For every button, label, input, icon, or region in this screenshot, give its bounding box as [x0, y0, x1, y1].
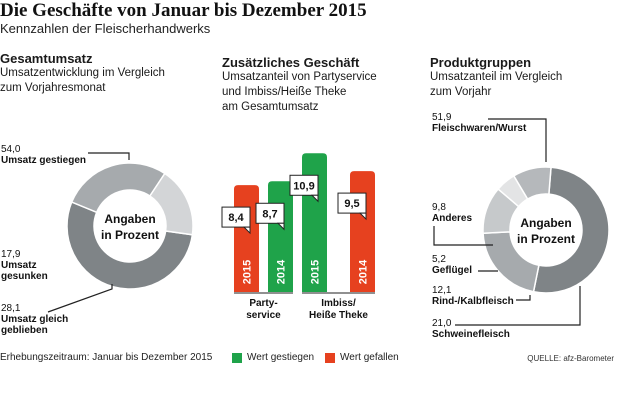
produktgruppen-slice-4 [512, 166, 552, 201]
section-sub-zusaetzlich-2: und Imbiss/Heiße Theke [222, 86, 347, 98]
bar-year-0-0: 2015 [242, 260, 254, 284]
bar-year-0-1: 2014 [276, 259, 288, 284]
bar-label-box-0-0 [221, 206, 251, 228]
produktgruppen-value-0: 51,9 [432, 112, 452, 123]
gesamtumsatz-leader-1 [47, 284, 113, 313]
bar-label-box-1-1 [337, 192, 367, 214]
legend-swatch-down [325, 353, 335, 363]
section-sub-gesamtumsatz-2: zum Vorjahresmonat [0, 82, 106, 94]
bar-group-label-0-2: service [246, 310, 281, 321]
section-sub-zusaetzlich-1: Umsatzanteil von Partyservice [222, 71, 377, 83]
produktgruppen-slice-0 [532, 166, 610, 294]
bar-group-label-1-2: Heiße Theke [309, 310, 368, 321]
bar-label-pointer-0-0 [242, 226, 251, 235]
section-sub-zusaetzlich-3: am Gesamtumsatz [222, 101, 319, 113]
bar-label-box-0-1 [255, 202, 285, 224]
gesamtumsatz-slice-0 [66, 201, 194, 290]
section-sub-produktgruppen-2: zum Vorjahr [430, 86, 492, 98]
bar-year-1-0: 2015 [310, 260, 322, 284]
gesamtumsatz-center-label-1: Angaben [104, 212, 155, 226]
bar-label-pointer-0-1 [276, 222, 285, 231]
produktgruppen-value-2: 12,1 [432, 285, 452, 296]
bar-value-0-1: 8,7 [262, 208, 277, 220]
produktgruppen-value-3: 5,2 [432, 254, 446, 265]
gesamtumsatz-label-1-2: geblieben [1, 325, 48, 336]
gesamtumsatz-label-2-2: gesunken [1, 271, 48, 282]
produktgruppen-value-1: 21,0 [432, 318, 452, 329]
produktgruppen-leader-1 [455, 286, 581, 326]
bar-group-label-0-1: Party- [249, 298, 277, 309]
page-subtitle: Kennzahlen der Fleischerhandwerks [0, 21, 211, 36]
gesamtumsatz-leader-0 [88, 152, 130, 160]
bar-label-pointer-1-0 [310, 194, 319, 203]
gesamtumsatz-center-label-2: in Prozent [101, 228, 159, 242]
gesamtumsatz-label-2-1: Umsatz [1, 260, 37, 271]
gesamtumsatz-slice-2 [148, 172, 194, 236]
section-sub-gesamtumsatz-1: Umsatzentwicklung im Vergleich [0, 67, 165, 79]
bar-value-0-0: 8,4 [228, 212, 244, 224]
bar-value-1-0: 10,9 [293, 180, 314, 192]
section-sub-produktgruppen-1: Umsatzanteil im Vergleich [430, 71, 563, 83]
legend-label-up: Wert gestiegen [247, 352, 315, 363]
produktgruppen-value-4: 9,8 [432, 202, 446, 213]
source-note: QUELLE: afz-Barometer [527, 354, 614, 363]
produktgruppen-label-1: Schweinefleisch [432, 329, 510, 340]
gesamtumsatz-slice-1 [70, 162, 166, 214]
period-note: Erhebungszeitraum: Januar bis Dezember 2… [0, 352, 213, 363]
bar-group-label-1-1: Imbiss/ [321, 298, 356, 309]
produktgruppen-label-0: Fleischwaren/Wurst [432, 123, 527, 134]
section-title-produktgruppen: Produktgruppen [430, 55, 532, 70]
legend-swatch-up [232, 353, 242, 363]
produktgruppen-label-3: Geflügel [432, 265, 472, 276]
bar-year-1-1: 2014 [358, 259, 370, 284]
gesamtumsatz-label-0: Umsatz gestiegen [1, 155, 86, 166]
bar-value-1-1: 9,5 [344, 198, 359, 210]
produktgruppen-label-4: Anderes [432, 213, 472, 224]
gesamtumsatz-value-0: 54,0 [1, 144, 21, 155]
produktgruppen-center-label-2: in Prozent [517, 232, 575, 246]
gesamtumsatz-label-1-1: Umsatz gleich [1, 314, 68, 325]
produktgruppen-leader-0 [488, 118, 547, 162]
gesamtumsatz-value-2: 17,9 [1, 249, 21, 260]
produktgruppen-center-label-1: Angaben [520, 216, 571, 230]
section-title-zusaetzlich: Zusätzliches Geschäft [222, 55, 360, 70]
legend-label-down: Wert gefallen [340, 352, 399, 363]
produktgruppen-leader-4 [433, 226, 493, 246]
produktgruppen-leader-2 [516, 295, 531, 301]
bar-label-pointer-1-1 [358, 212, 367, 221]
produktgruppen-label-2: Rind-/Kalbfleisch [432, 296, 514, 307]
page-title: Die Geschäfte von Januar bis Dezember 20… [0, 0, 367, 21]
section-title-gesamtumsatz: Gesamtumsatz [0, 51, 93, 66]
gesamtumsatz-value-1: 28,1 [1, 303, 21, 314]
bar-label-box-1-0 [289, 174, 319, 196]
